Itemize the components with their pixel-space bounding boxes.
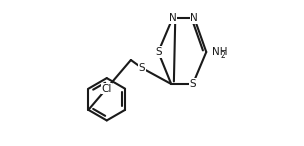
Text: S: S bbox=[155, 47, 161, 57]
Text: N: N bbox=[190, 13, 198, 23]
Text: S: S bbox=[189, 79, 196, 89]
Text: Cl: Cl bbox=[102, 84, 112, 94]
Text: N: N bbox=[169, 13, 177, 23]
Text: 2: 2 bbox=[220, 51, 225, 60]
Text: NH: NH bbox=[212, 47, 228, 57]
Text: S: S bbox=[139, 63, 145, 73]
